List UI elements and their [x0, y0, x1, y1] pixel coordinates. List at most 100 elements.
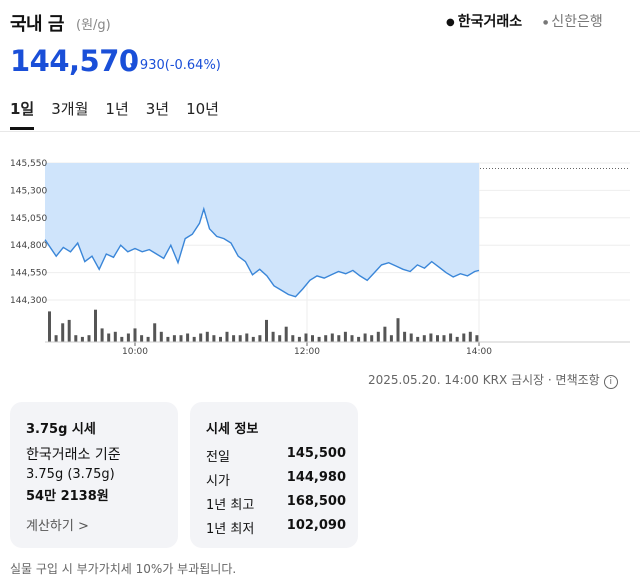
volume-bar — [199, 333, 203, 342]
change-percent: (-0.64%) — [164, 58, 221, 73]
tab-divider — [0, 131, 640, 132]
volume-bar — [330, 333, 334, 342]
timestamp-text: 2025.05.20. 14:00 KRX 금시장 · 면책조항 — [368, 373, 600, 387]
info-icon[interactable]: i — [603, 375, 618, 389]
row-label: 1년 최고 — [206, 498, 255, 513]
source-shinhan-tab[interactable]: ● 신한은행 — [543, 11, 603, 31]
unit-label: (원/g) — [76, 18, 111, 33]
tab-1y[interactable]: 1년 — [105, 100, 129, 118]
price-line — [44, 206, 480, 298]
volume-bar — [337, 335, 341, 342]
volume-bar — [94, 309, 97, 342]
quote-info-card: 시세 정보 전일 145,500 시가 144,980 1년 최고 168,500 1… — [190, 402, 358, 548]
weight-price-card: 3.75g 시세 한국거래소 기준 3.75g (3.75g) 54만 2138… — [10, 402, 178, 548]
volume-bar — [350, 335, 354, 342]
tab-3m[interactable]: 3개월 — [51, 100, 89, 118]
volume-bar — [126, 333, 130, 342]
price-chart[interactable]: 144,300 144,550 144,800 145,050 145,300 145,5… — [0, 150, 640, 360]
volume-bar — [61, 323, 65, 342]
volume-bar — [357, 336, 361, 342]
volume-bar — [48, 311, 51, 342]
volume-bar — [422, 335, 426, 342]
volume-bar — [376, 331, 380, 342]
row-value: 145,500 — [286, 446, 346, 461]
info-row: 시가 144,980 — [206, 470, 346, 489]
volume-bar — [159, 331, 163, 342]
period-tabs: 1일 3개월 1년 3년 10년 — [10, 98, 236, 130]
volume-bar — [383, 326, 387, 342]
tab-3y[interactable]: 3년 — [145, 100, 170, 118]
inactive-dot-icon: ● — [543, 18, 549, 26]
y-tick-label: 145,050 — [10, 214, 47, 224]
volume-bar — [468, 331, 472, 342]
volume-bar — [179, 335, 183, 342]
info-row: 1년 최고 168,500 — [206, 494, 346, 513]
volume-bar — [140, 335, 144, 342]
tab-1d[interactable]: 1일 — [10, 98, 35, 130]
change-amount: 930 — [139, 58, 165, 73]
volume-bar — [67, 319, 71, 342]
card-title: 시세 정보 — [206, 422, 259, 437]
volume-bar — [232, 335, 236, 342]
volume-bar — [304, 333, 308, 342]
volume-bar — [284, 326, 288, 342]
volume-bar — [74, 335, 78, 342]
volume-bar — [120, 336, 124, 342]
volume-bar — [429, 333, 433, 342]
volume-bar — [100, 328, 104, 342]
x-tick-label: 14:00 — [466, 347, 492, 357]
volume-bar — [396, 318, 400, 342]
volume-bar — [416, 336, 420, 342]
volume-bar — [291, 335, 295, 342]
volume-bar — [192, 336, 196, 342]
y-tick-label: 144,800 — [10, 241, 47, 251]
volume-bar — [107, 333, 111, 342]
calculate-link[interactable]: 계산하기 > — [26, 519, 89, 534]
volume-bar — [166, 336, 170, 342]
volume-bar — [462, 333, 466, 342]
volume-bar — [172, 335, 176, 342]
volume-bar — [449, 333, 453, 342]
volume-bar — [212, 335, 216, 342]
weight-label: 3.75g (3.75g) — [26, 467, 115, 482]
current-price: 144,570 — [10, 44, 139, 78]
volume-bar — [258, 335, 262, 342]
volume-bar — [271, 331, 275, 342]
row-label: 전일 — [206, 450, 230, 465]
volume-bar — [245, 333, 249, 342]
volume-bar — [442, 335, 446, 342]
info-row: 1년 최저 102,090 — [206, 518, 346, 537]
row-label: 1년 최저 — [206, 522, 255, 537]
volume-bar — [311, 335, 314, 342]
volume-bar — [219, 336, 222, 342]
volume-bar — [80, 336, 84, 342]
y-tick-label: 145,300 — [10, 186, 47, 196]
volume-bar — [153, 323, 157, 342]
source-krx-label: 한국거래소 — [457, 14, 523, 30]
price-change: ▼ 930(-0.64%) — [130, 58, 221, 73]
x-tick-label: 12:00 — [294, 347, 320, 357]
card-title: 3.75g 시세 — [26, 422, 96, 437]
volume-bar — [455, 336, 459, 342]
row-label: 시가 — [206, 474, 230, 489]
volume-bar — [133, 328, 137, 342]
page-title: 국내 금 — [10, 14, 64, 35]
volume-bar — [238, 335, 242, 342]
volume-bar — [265, 319, 268, 342]
row-value: 102,090 — [286, 518, 346, 533]
volume-bar — [363, 333, 367, 342]
y-tick-label: 144,550 — [10, 269, 47, 279]
active-dot-icon: ● — [446, 16, 455, 28]
y-tick-label: 144,300 — [10, 296, 47, 306]
row-value: 144,980 — [286, 470, 346, 485]
volume-bar — [297, 336, 301, 342]
area-fill — [45, 163, 479, 297]
source-shinhan-label: 신한은행 — [551, 14, 603, 30]
volume-bar — [113, 331, 117, 342]
footnote: 실물 구입 시 부가가치세 10%가 부과됩니다. — [10, 562, 237, 576]
source-krx-tab[interactable]: ● 한국거래소 — [446, 11, 522, 31]
tab-10y[interactable]: 10년 — [186, 100, 219, 118]
volume-bar — [54, 335, 58, 342]
volume-bar — [389, 335, 393, 342]
weight-price: 54만 2138원 — [26, 489, 109, 504]
